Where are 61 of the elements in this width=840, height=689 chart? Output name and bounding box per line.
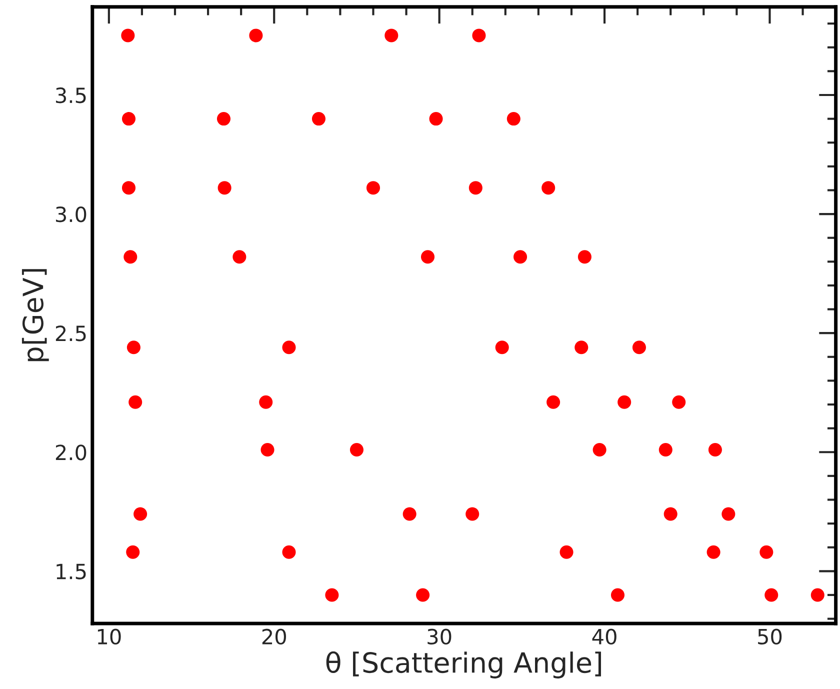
point	[466, 507, 480, 521]
point	[282, 545, 296, 559]
point	[124, 250, 138, 264]
point	[664, 507, 678, 521]
point	[260, 442, 274, 457]
x-tick-label: 20	[262, 628, 286, 645]
point	[312, 112, 326, 126]
point	[216, 112, 230, 126]
point	[672, 395, 686, 409]
point	[429, 112, 443, 126]
point	[706, 545, 720, 559]
point	[122, 112, 136, 126]
point	[325, 588, 339, 602]
y-tick-label: 3.5	[56, 87, 86, 104]
point	[126, 340, 140, 354]
point	[402, 507, 416, 521]
y-tick-label: 2.5	[56, 326, 86, 342]
point	[420, 250, 435, 264]
point	[468, 181, 482, 195]
point	[578, 250, 592, 264]
x-tick-label: 50	[758, 628, 782, 645]
point	[126, 545, 140, 559]
point	[259, 395, 273, 409]
x-tick-label: 30	[428, 628, 452, 645]
point	[560, 545, 574, 559]
point	[472, 28, 486, 42]
point	[514, 250, 528, 264]
point	[232, 250, 246, 264]
point	[618, 395, 632, 409]
point	[384, 28, 398, 42]
point	[128, 395, 142, 409]
point	[760, 545, 774, 559]
x-tick-label: 40	[592, 628, 616, 645]
point	[122, 181, 136, 195]
point	[134, 507, 148, 521]
y-axis-title: p[GeV]	[22, 269, 49, 362]
y-tick-label: 1.5	[56, 564, 86, 580]
x-axis-title: θ [Scattering Angle]	[326, 651, 601, 678]
point	[218, 181, 232, 195]
point	[592, 442, 606, 457]
point	[506, 112, 520, 126]
point	[574, 340, 588, 354]
point	[610, 588, 625, 602]
point	[542, 181, 556, 195]
point	[632, 340, 646, 354]
point	[366, 181, 380, 195]
point	[282, 340, 296, 354]
point	[708, 442, 722, 457]
point	[658, 442, 672, 457]
point	[810, 588, 824, 602]
point	[350, 442, 364, 457]
point	[416, 588, 430, 602]
y-tick-label: 2.0	[56, 444, 86, 460]
y-tick-label: 3.0	[56, 206, 86, 222]
point	[764, 588, 778, 602]
point	[722, 507, 736, 521]
point	[249, 28, 263, 42]
x-tick-label: 10	[98, 628, 121, 645]
point	[121, 28, 135, 42]
point	[546, 395, 560, 409]
point	[495, 340, 509, 354]
